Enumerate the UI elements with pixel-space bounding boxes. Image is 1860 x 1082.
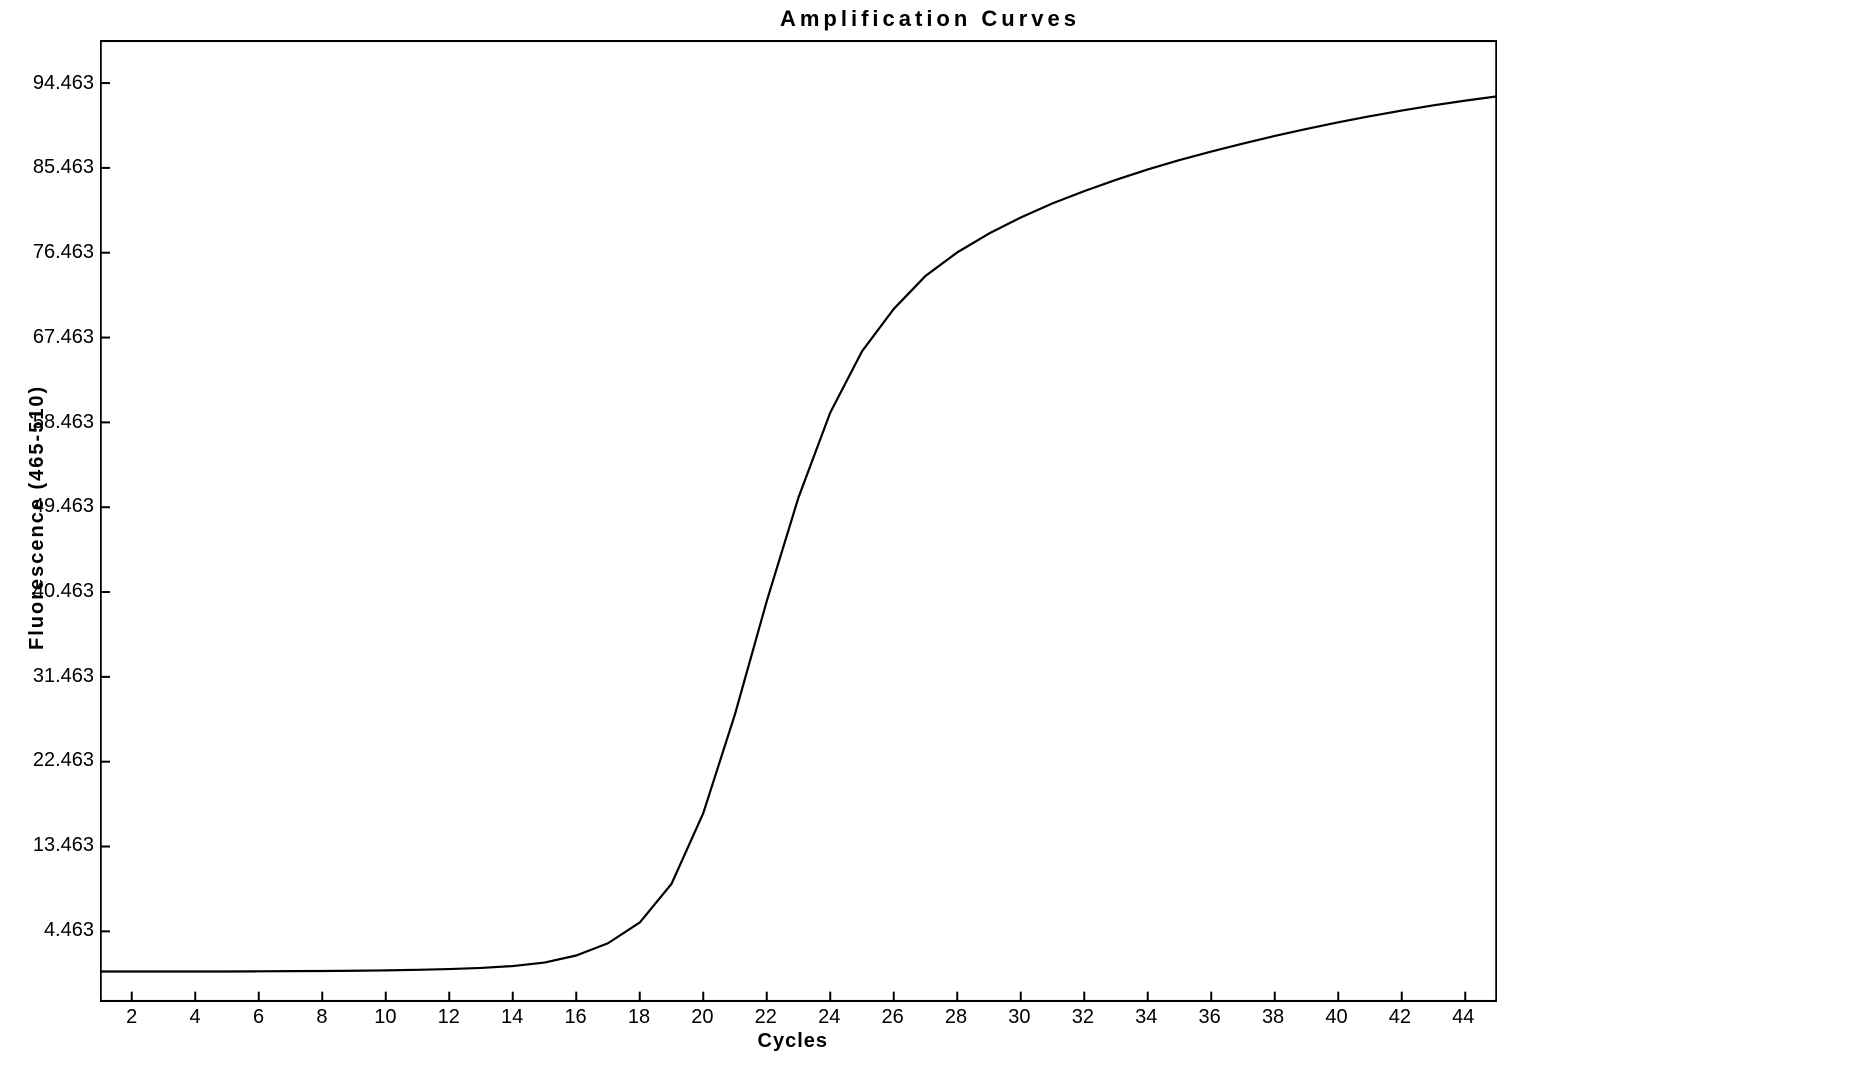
y-tick-label: 85.463 — [33, 156, 94, 179]
x-tick-label: 42 — [1380, 1006, 1420, 1029]
y-tick-label: 31.463 — [33, 665, 94, 688]
x-tick-label: 2 — [112, 1006, 152, 1029]
x-tick-label: 36 — [1190, 1006, 1230, 1029]
y-tick-label: 76.463 — [33, 241, 94, 264]
x-tick-label: 22 — [746, 1006, 786, 1029]
series-curve-1 — [100, 96, 1497, 971]
x-tick-label: 30 — [999, 1006, 1039, 1029]
amplification-chart — [100, 40, 1497, 1002]
x-tick-label: 18 — [619, 1006, 659, 1029]
x-tick-label: 24 — [809, 1006, 849, 1029]
x-tick-label: 4 — [175, 1006, 215, 1029]
x-tick-label: 20 — [682, 1006, 722, 1029]
y-tick-label: 13.463 — [33, 834, 94, 857]
y-tick-label: 22.463 — [33, 749, 94, 772]
x-tick-label: 12 — [429, 1006, 469, 1029]
x-tick-label: 34 — [1126, 1006, 1166, 1029]
y-tick-label: 94.463 — [33, 72, 94, 95]
x-tick-label: 14 — [492, 1006, 532, 1029]
y-tick-label: 49.463 — [33, 495, 94, 518]
x-tick-label: 8 — [302, 1006, 342, 1029]
x-tick-label: 40 — [1316, 1006, 1356, 1029]
x-axis-label: Cycles — [758, 1030, 829, 1053]
x-tick-label: 44 — [1443, 1006, 1483, 1029]
y-tick-label: 67.463 — [33, 326, 94, 349]
x-tick-label: 16 — [556, 1006, 596, 1029]
chart-page: Amplification Curves Fluorescence (465-5… — [0, 0, 1860, 1082]
x-tick-label: 38 — [1253, 1006, 1293, 1029]
x-tick-label: 28 — [936, 1006, 976, 1029]
x-tick-label: 6 — [239, 1006, 279, 1029]
y-tick-label: 4.463 — [44, 919, 94, 942]
y-tick-label: 40.463 — [33, 580, 94, 603]
y-tick-label: 58.463 — [33, 411, 94, 434]
x-tick-label: 32 — [1063, 1006, 1103, 1029]
chart-title: Amplification Curves — [0, 6, 1860, 32]
x-tick-label: 26 — [873, 1006, 913, 1029]
x-tick-label: 10 — [365, 1006, 405, 1029]
